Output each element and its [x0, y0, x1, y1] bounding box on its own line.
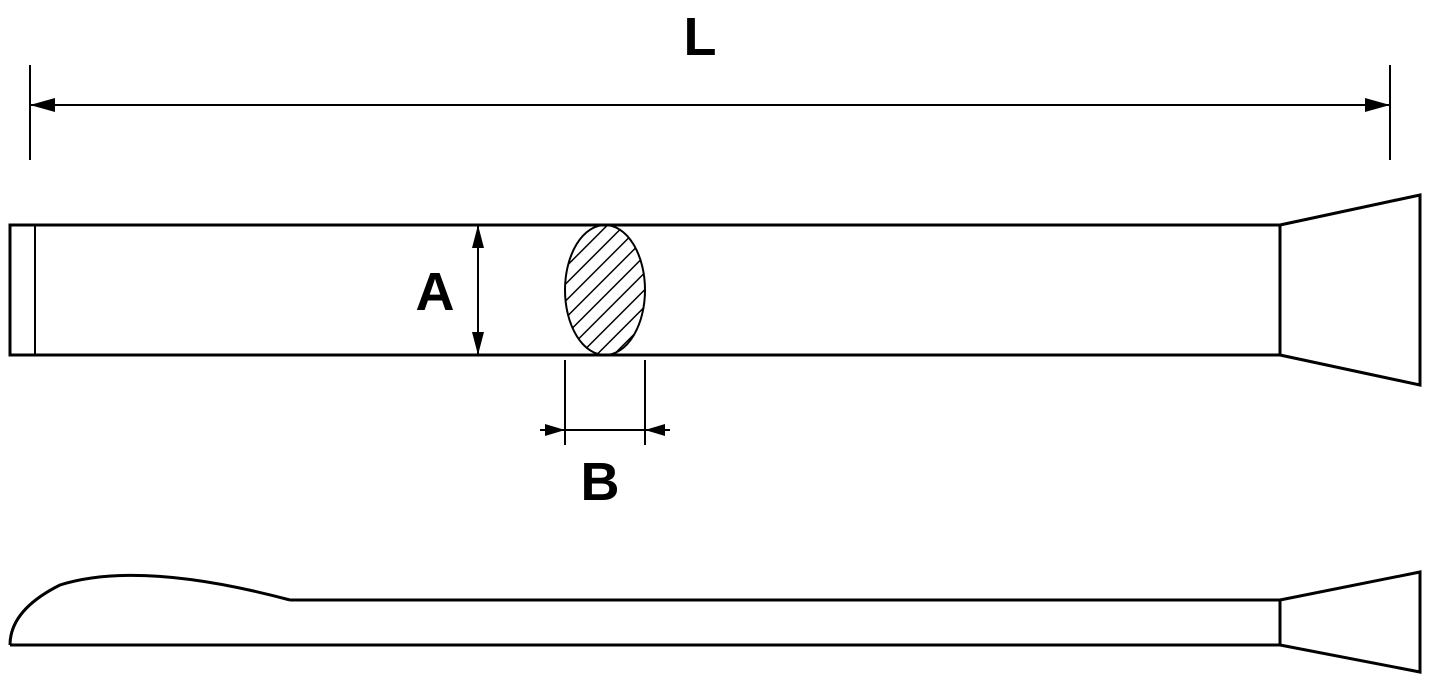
diagram-svg: L A — [0, 0, 1440, 689]
dimension-L: L — [30, 7, 1390, 160]
label-L: L — [684, 7, 717, 67]
dimension-B: B — [540, 360, 670, 512]
section-ellipse — [565, 225, 645, 355]
label-A: A — [416, 262, 455, 322]
label-B: B — [581, 452, 620, 512]
side-view — [10, 572, 1420, 672]
top-view: A B — [10, 195, 1420, 512]
technical-diagram: L A — [0, 0, 1440, 689]
